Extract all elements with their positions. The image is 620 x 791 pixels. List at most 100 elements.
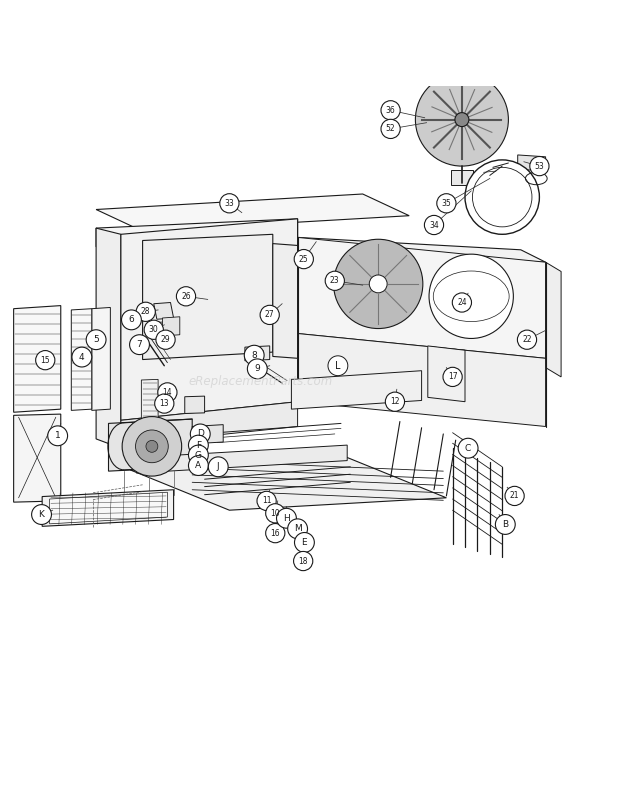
Circle shape [328,356,348,376]
Circle shape [244,346,264,365]
Text: 28: 28 [141,307,151,316]
Circle shape [188,456,208,475]
Polygon shape [518,155,546,171]
Polygon shape [108,419,192,471]
Polygon shape [298,237,546,358]
Polygon shape [298,237,546,262]
Polygon shape [141,380,158,426]
Text: 21: 21 [510,491,520,501]
Polygon shape [162,316,180,336]
Text: A: A [195,461,202,470]
Text: 53: 53 [534,161,544,171]
Circle shape [458,438,478,458]
Polygon shape [130,457,446,510]
Text: 10: 10 [270,509,280,518]
Polygon shape [245,346,270,361]
Polygon shape [143,234,273,360]
Text: 13: 13 [159,399,169,408]
Circle shape [176,286,196,306]
Text: 52: 52 [386,124,396,134]
Polygon shape [96,194,409,231]
Polygon shape [298,334,546,426]
Text: 7: 7 [136,340,143,349]
Text: E: E [301,538,308,547]
Text: 24: 24 [457,298,467,307]
Circle shape [385,392,404,411]
Text: 18: 18 [298,557,308,566]
Text: 35: 35 [441,199,451,208]
Circle shape [208,457,228,477]
Polygon shape [121,402,298,445]
Text: 29: 29 [161,335,171,344]
Text: 4: 4 [79,353,85,361]
Text: 17: 17 [448,373,458,381]
Circle shape [277,509,296,528]
Text: 8: 8 [251,350,257,360]
Circle shape [294,249,314,269]
Circle shape [266,524,285,543]
Polygon shape [154,302,174,320]
Text: 12: 12 [390,397,400,407]
Polygon shape [185,396,205,414]
Text: J: J [217,462,219,471]
Circle shape [436,194,456,213]
Circle shape [415,73,508,166]
Text: 6: 6 [128,316,135,324]
Circle shape [190,424,210,444]
Text: B: B [502,520,508,529]
Circle shape [122,310,141,330]
Text: M: M [294,524,301,533]
Circle shape [505,486,525,505]
Circle shape [86,330,106,350]
Circle shape [257,491,277,510]
Polygon shape [50,492,167,524]
Text: 23: 23 [330,276,340,286]
Text: L: L [335,361,340,371]
Circle shape [325,271,345,290]
Text: 15: 15 [40,356,50,365]
Ellipse shape [433,271,509,322]
Circle shape [495,514,515,535]
Circle shape [188,445,208,465]
Circle shape [158,383,177,402]
Polygon shape [428,346,465,402]
Circle shape [370,275,387,293]
Circle shape [452,293,471,312]
Circle shape [188,435,208,455]
Circle shape [266,504,285,523]
Circle shape [443,367,463,387]
Polygon shape [96,219,298,247]
Polygon shape [451,170,473,185]
Circle shape [294,551,313,570]
Polygon shape [546,262,561,377]
Text: 5: 5 [93,335,99,344]
Polygon shape [136,445,347,473]
Polygon shape [14,305,61,412]
Circle shape [122,417,182,476]
Text: 1: 1 [55,431,61,441]
Text: eReplacementParts.com: eReplacementParts.com [188,375,332,388]
Circle shape [529,157,549,176]
Circle shape [144,320,164,339]
Text: 14: 14 [162,388,172,397]
Circle shape [32,505,51,524]
Circle shape [72,347,92,367]
Polygon shape [42,490,174,526]
Circle shape [288,519,308,539]
Circle shape [429,254,513,339]
Text: H: H [283,514,290,523]
Circle shape [247,359,267,379]
Text: 30: 30 [149,325,159,335]
Circle shape [220,194,239,213]
Text: 22: 22 [522,335,532,344]
Text: G: G [195,451,202,460]
Circle shape [136,302,155,321]
Polygon shape [14,414,61,502]
Circle shape [334,239,423,328]
Text: D: D [197,430,204,438]
Text: 34: 34 [429,221,439,229]
Circle shape [155,394,174,413]
Polygon shape [291,371,422,409]
Circle shape [130,335,149,354]
Polygon shape [71,308,92,411]
